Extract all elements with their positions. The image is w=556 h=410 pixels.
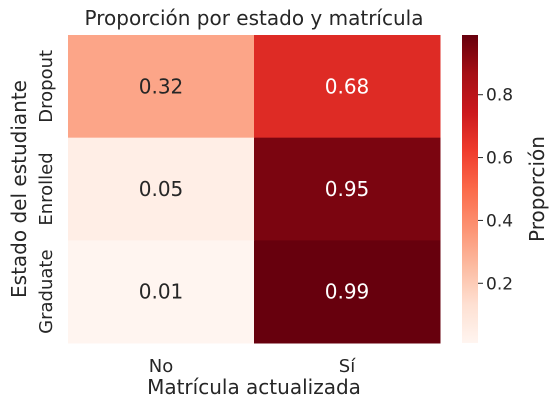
y-tick-label: Enrolled bbox=[36, 152, 57, 225]
x-tick-label: No bbox=[149, 356, 173, 377]
cell-value-label: 0.05 bbox=[139, 177, 184, 201]
colorbar-ticks: 0.2 0.4 0.6 0.8 bbox=[478, 86, 513, 294]
cell-value-label: 0.68 bbox=[325, 74, 370, 98]
heatmap-cell bbox=[68, 35, 255, 139]
x-tick-labels: No Sí bbox=[149, 356, 356, 377]
colorbar-tick-label: 0.8 bbox=[486, 86, 513, 106]
cell-value-label: 0.01 bbox=[139, 280, 184, 304]
heatmap-cells: 0.32 0.68 0.05 0.95 0.01 0.99 bbox=[68, 35, 441, 344]
heatmap-cell bbox=[254, 240, 441, 344]
colorbar-label: Proporción bbox=[525, 136, 549, 242]
colorbar-tick-label: 0.6 bbox=[486, 149, 513, 169]
cell-value-label: 0.32 bbox=[139, 74, 184, 98]
y-tick-label: Dropout bbox=[36, 50, 57, 123]
cell-value-label: 0.99 bbox=[325, 280, 370, 304]
y-tick-labels: Dropout Enrolled Graduate bbox=[36, 50, 57, 334]
heatmap-cell bbox=[68, 137, 255, 241]
chart-title: Proporción por estado y matrícula bbox=[85, 6, 424, 30]
heatmap-cell bbox=[68, 240, 255, 344]
y-tick-label: Graduate bbox=[36, 249, 57, 333]
y-axis-label: Estado del estudiante bbox=[7, 80, 31, 298]
heatmap-cell bbox=[254, 35, 441, 139]
x-axis-label: Matrícula actualizada bbox=[147, 375, 361, 399]
cell-value-label: 0.95 bbox=[325, 177, 370, 201]
colorbar-tick-label: 0.4 bbox=[486, 211, 513, 231]
colorbar bbox=[462, 35, 478, 343]
heatmap-cell bbox=[254, 137, 441, 241]
colorbar-tick-label: 0.2 bbox=[486, 274, 513, 294]
x-tick-label: Sí bbox=[339, 356, 356, 377]
